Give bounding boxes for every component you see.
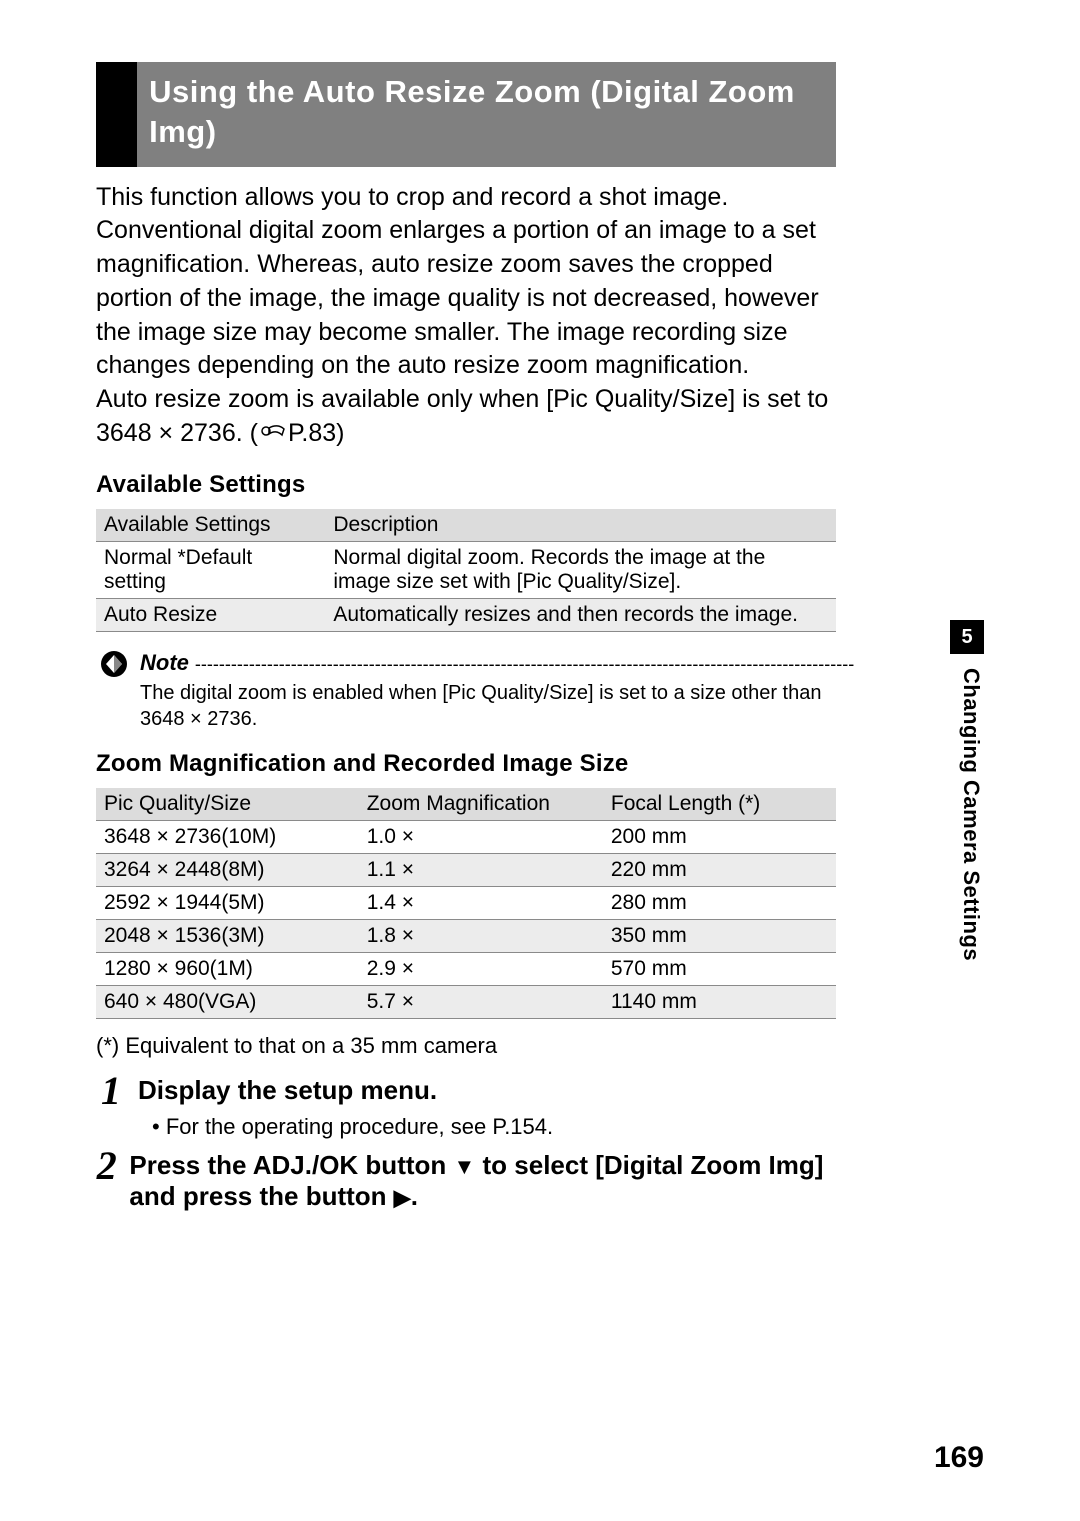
zoom-cell: 570 mm	[603, 952, 836, 985]
zoom-cell: 3264 × 2448(8M)	[96, 853, 359, 886]
chapter-label-vertical: Changing Camera Settings	[958, 668, 984, 961]
settings-cell: Automatically resizes and then records t…	[325, 598, 836, 631]
step2-pre: Press the ADJ./OK button	[129, 1150, 453, 1180]
zoom-cell: 640 × 480(VGA)	[96, 985, 359, 1018]
zoom-cell: 1.0 ×	[359, 820, 603, 853]
intro-paragraph: This function allows you to crop and rec…	[96, 181, 836, 451]
available-settings-table: Available Settings Description Normal *D…	[96, 509, 836, 632]
step-title: Press the ADJ./OK button ▼ to select [Di…	[129, 1150, 836, 1212]
reference-icon	[258, 417, 288, 451]
step-1: 1 Display the setup menu. For the operat…	[96, 1071, 836, 1140]
section-title-bar: Using the Auto Resize Zoom (Digital Zoom…	[96, 62, 836, 167]
title-black-tab	[96, 62, 137, 167]
zoom-cell: 1140 mm	[603, 985, 836, 1018]
table-row: 2592 × 1944(5M) 1.4 × 280 mm	[96, 886, 836, 919]
zoom-cell: 2592 × 1944(5M)	[96, 886, 359, 919]
settings-header-1: Description	[325, 509, 836, 542]
zoom-cell: 2.9 ×	[359, 952, 603, 985]
table-row: 2048 × 1536(3M) 1.8 × 350 mm	[96, 919, 836, 952]
note-icon	[100, 650, 128, 678]
step-2: 2 Press the ADJ./OK button ▼ to select […	[96, 1146, 836, 1212]
zoom-header-2: Focal Length (*)	[603, 788, 836, 821]
table-row: Auto Resize Automatically resizes and th…	[96, 598, 836, 631]
zoom-cell: 3648 × 2736(10M)	[96, 820, 359, 853]
table-row: 3264 × 2448(8M) 1.1 × 220 mm	[96, 853, 836, 886]
step-title: Display the setup menu.	[138, 1075, 553, 1106]
table-row: 640 × 480(VGA) 5.7 × 1140 mm	[96, 985, 836, 1018]
zoom-cell: 1.4 ×	[359, 886, 603, 919]
zoom-cell: 1280 × 960(1M)	[96, 952, 359, 985]
note-block: Note -----------------------------------…	[96, 650, 836, 732]
table-row: 1280 × 960(1M) 2.9 × 570 mm	[96, 952, 836, 985]
steps-list: 1 Display the setup menu. For the operat…	[96, 1071, 836, 1213]
note-text: The digital zoom is enabled when [Pic Qu…	[140, 680, 854, 732]
step2-post: .	[411, 1181, 418, 1211]
settings-cell: Auto Resize	[96, 598, 325, 631]
intro-text-1: This function allows you to crop and rec…	[96, 183, 819, 380]
table-row: 3648 × 2736(10M) 1.0 × 200 mm	[96, 820, 836, 853]
step-number: 2	[96, 1146, 117, 1186]
zoom-cell: 200 mm	[603, 820, 836, 853]
zoom-header-1: Zoom Magnification	[359, 788, 603, 821]
footnote: (*) Equivalent to that on a 35 mm camera	[96, 1033, 836, 1059]
page-number: 169	[934, 1441, 984, 1475]
zoom-cell: 2048 × 1536(3M)	[96, 919, 359, 952]
down-arrow-icon: ▼	[454, 1154, 476, 1179]
section-title: Using the Auto Resize Zoom (Digital Zoom…	[137, 62, 836, 167]
zoom-heading: Zoom Magnification and Recorded Image Si…	[96, 750, 836, 778]
step-subtext: For the operating procedure, see P.154.	[138, 1114, 553, 1140]
chapter-number-tab: 5	[950, 620, 984, 654]
settings-cell: Normal *Default setting	[96, 541, 325, 598]
zoom-table: Pic Quality/Size Zoom Magnification Foca…	[96, 788, 836, 1019]
settings-cell: Normal digital zoom. Records the image a…	[325, 541, 836, 598]
note-dashes: ----------------------------------------…	[195, 654, 854, 675]
available-settings-heading: Available Settings	[96, 471, 836, 499]
zoom-header-0: Pic Quality/Size	[96, 788, 359, 821]
zoom-cell: 5.7 ×	[359, 985, 603, 1018]
settings-header-0: Available Settings	[96, 509, 325, 542]
intro-text-2: Auto resize zoom is available only when …	[96, 385, 828, 447]
right-arrow-icon: ▶	[394, 1185, 411, 1210]
zoom-cell: 1.1 ×	[359, 853, 603, 886]
intro-ref: P.83)	[288, 419, 345, 447]
table-row: Normal *Default setting Normal digital z…	[96, 541, 836, 598]
zoom-cell: 280 mm	[603, 886, 836, 919]
step-number: 1	[96, 1071, 126, 1111]
zoom-cell: 1.8 ×	[359, 919, 603, 952]
note-label: Note	[140, 650, 189, 676]
zoom-cell: 220 mm	[603, 853, 836, 886]
zoom-cell: 350 mm	[603, 919, 836, 952]
